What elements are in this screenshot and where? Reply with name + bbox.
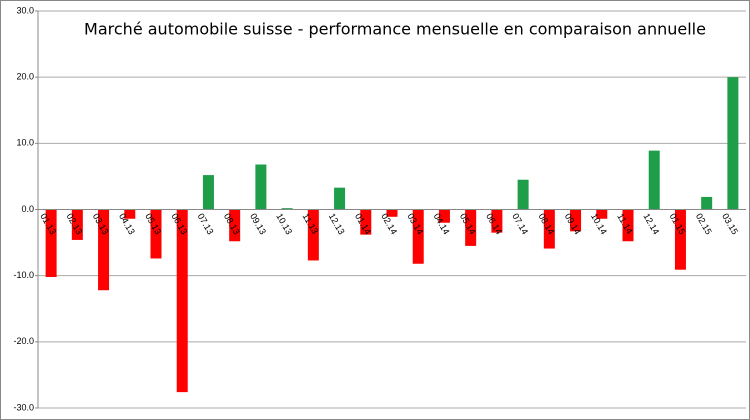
bar <box>622 209 634 242</box>
y-tick-label: 10.0 <box>16 138 34 148</box>
bar <box>360 209 372 235</box>
y-tick-label: 20.0 <box>16 72 34 82</box>
bar <box>255 164 267 210</box>
y-tick-label: 30.0 <box>16 5 34 15</box>
y-tick-label: -20.0 <box>13 336 34 346</box>
bar <box>202 175 214 210</box>
bar <box>517 179 529 210</box>
bar <box>727 77 739 210</box>
bar <box>674 209 686 270</box>
bar <box>438 209 450 223</box>
bar <box>229 209 241 242</box>
bar <box>412 209 424 264</box>
bar <box>98 209 110 291</box>
bar <box>543 209 555 249</box>
bar <box>281 208 293 210</box>
bar <box>648 150 660 210</box>
bar <box>45 209 57 277</box>
bar <box>176 209 188 393</box>
bar <box>491 209 503 233</box>
bar <box>596 209 608 219</box>
bar <box>386 209 398 217</box>
bar <box>71 209 83 240</box>
bar <box>150 209 162 259</box>
y-tick-label: -10.0 <box>13 270 34 280</box>
bar <box>124 209 136 219</box>
chart-title: Marché automobile suisse - performance m… <box>84 20 706 39</box>
bar <box>334 187 346 210</box>
bar <box>465 209 477 246</box>
bar <box>570 209 582 232</box>
y-tick-label: -30.0 <box>13 402 34 412</box>
y-tick-label: 0.0 <box>21 204 34 214</box>
bar <box>701 196 713 210</box>
bar <box>307 209 319 261</box>
